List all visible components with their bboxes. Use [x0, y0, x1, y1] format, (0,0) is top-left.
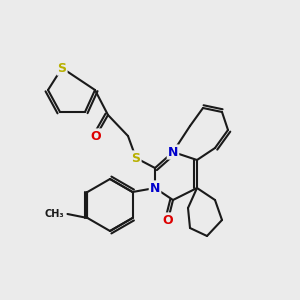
Text: S: S — [58, 61, 67, 74]
Text: S: S — [131, 152, 140, 164]
Text: N: N — [150, 182, 160, 194]
Text: N: N — [168, 146, 178, 158]
Text: CH₃: CH₃ — [45, 209, 64, 219]
Text: O: O — [91, 130, 101, 142]
Text: O: O — [163, 214, 173, 226]
